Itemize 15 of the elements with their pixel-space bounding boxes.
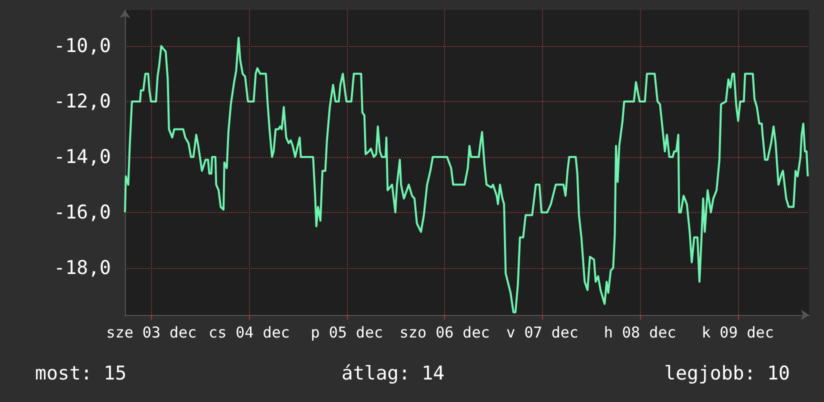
text: legjobb: 10: [664, 362, 790, 384]
x-tick-label: sze 03 dec: [106, 324, 197, 342]
y-tick-label: -12,0: [54, 90, 111, 112]
x-tick-label: h 08 dec: [604, 324, 676, 342]
y-tick-label: -18,0: [54, 256, 111, 279]
text: átlag: 14: [342, 362, 444, 384]
x-tick-label: p 05 dec: [310, 324, 384, 342]
x-tick-label: v 07 dec: [506, 324, 578, 342]
text: most: 15: [35, 362, 127, 384]
y-tick-label: -16,0: [54, 201, 111, 224]
y-tick-label: -10,0: [54, 35, 111, 58]
x-tick-label: szo 06 dec: [399, 324, 490, 342]
y-tick-label: -14,0: [54, 146, 111, 168]
x-tick-label: k 09 dec: [702, 324, 774, 342]
x-tick-label: cs 04 dec: [208, 324, 290, 342]
